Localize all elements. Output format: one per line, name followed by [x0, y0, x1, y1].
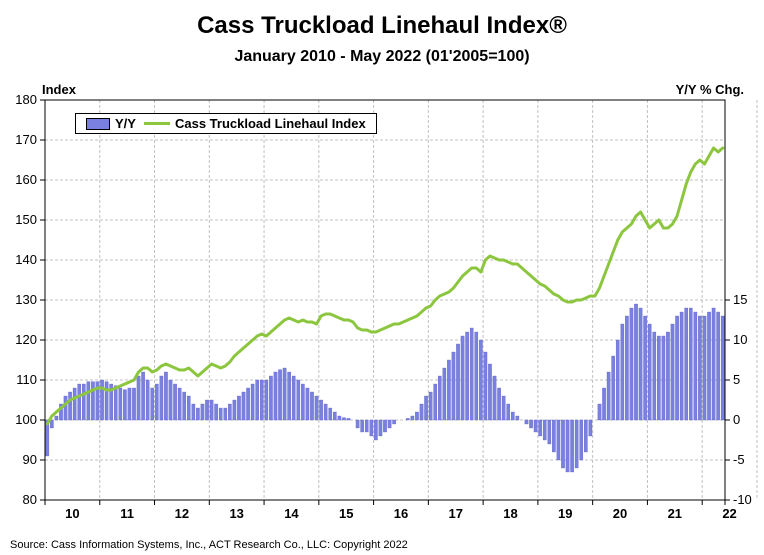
legend: Y/Y Cass Truckload Linehaul Index: [75, 113, 377, 134]
svg-text:14: 14: [284, 506, 299, 521]
legend-label: Y/Y: [115, 116, 136, 131]
svg-text:21: 21: [668, 506, 682, 521]
svg-text:180: 180: [15, 92, 37, 107]
svg-text:10: 10: [65, 506, 79, 521]
svg-text:-10: -10: [733, 492, 752, 507]
svg-text:160: 160: [15, 172, 37, 187]
svg-text:13: 13: [229, 506, 243, 521]
svg-text:17: 17: [449, 506, 463, 521]
svg-text:170: 170: [15, 132, 37, 147]
legend-swatch-line: [144, 122, 170, 125]
svg-text:150: 150: [15, 212, 37, 227]
svg-text:18: 18: [503, 506, 517, 521]
svg-text:20: 20: [613, 506, 627, 521]
chart-container: Cass Truckload Linehaul Index® January 2…: [0, 0, 764, 555]
svg-text:15: 15: [339, 506, 353, 521]
svg-text:-5: -5: [733, 452, 745, 467]
svg-text:130: 130: [15, 292, 37, 307]
svg-text:120: 120: [15, 332, 37, 347]
svg-text:10: 10: [733, 332, 747, 347]
svg-text:110: 110: [16, 372, 37, 387]
svg-text:90: 90: [23, 452, 37, 467]
svg-text:19: 19: [558, 506, 572, 521]
legend-item: Y/Y: [86, 116, 136, 131]
chart-svg: 80 90 100 110 120 130 140 150 160 170 180 -10 -5 0 5 10…: [0, 0, 764, 555]
svg-text:15: 15: [733, 292, 747, 307]
svg-text:5: 5: [733, 372, 740, 387]
legend-label: Cass Truckload Linehaul Index: [175, 116, 366, 131]
svg-text:22: 22: [722, 506, 736, 521]
source-text: Source: Cass Information Systems, Inc., …: [10, 539, 408, 551]
legend-item: Cass Truckload Linehaul Index: [144, 116, 366, 131]
svg-text:140: 140: [15, 252, 37, 267]
svg-text:11: 11: [120, 506, 134, 521]
svg-text:100: 100: [15, 412, 37, 427]
svg-text:16: 16: [394, 506, 408, 521]
svg-text:0: 0: [733, 412, 740, 427]
legend-swatch-bar: [86, 118, 110, 130]
svg-text:80: 80: [23, 492, 37, 507]
svg-text:12: 12: [175, 506, 189, 521]
